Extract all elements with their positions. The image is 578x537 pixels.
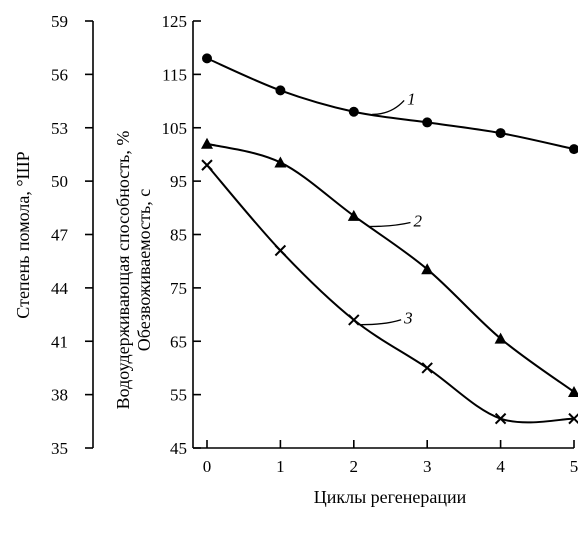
- main-y-tick-label: 125: [162, 12, 188, 31]
- outer-y-tick-label: 47: [51, 226, 69, 245]
- x-tick-label: 5: [570, 457, 578, 476]
- axis-titles: Степень помола, °ШР Водоудерживающая спо…: [13, 131, 467, 507]
- main-y-tick-label: 105: [162, 119, 188, 138]
- main-y-tick-label: 85: [170, 226, 187, 245]
- outer-y-tick-label: 44: [51, 279, 69, 298]
- main-y-axis-title-line: Обезвоживаемость, с: [134, 189, 154, 351]
- outer-y-tick-label: 35: [51, 439, 68, 458]
- main-y-tick-label: 75: [170, 279, 187, 298]
- series-2: 2: [201, 137, 578, 397]
- data-point-cross: [421, 362, 433, 374]
- data-point-triangle: [421, 263, 434, 275]
- series-2-leader: [368, 221, 411, 228]
- main-y-tick-label: 55: [170, 386, 187, 405]
- main-y-tick-label: 115: [162, 65, 187, 84]
- x-tick-label: 1: [276, 457, 285, 476]
- data-point-cross: [201, 159, 213, 171]
- series-1-line: [206, 57, 575, 151]
- x-tick-label: 3: [423, 457, 432, 476]
- series-3: 3: [201, 159, 578, 425]
- data-point-circle: [495, 128, 506, 139]
- main-y-axis-title: Водоудерживающая способность, %Обезвожив…: [113, 131, 154, 410]
- outer-y-tick-label: 56: [51, 65, 68, 84]
- series-3-label: 3: [403, 309, 413, 328]
- x-tick-label: 0: [203, 457, 212, 476]
- data-point-circle: [202, 53, 212, 64]
- outer-y-tick-label: 38: [51, 386, 68, 405]
- outer-y-tick-label: 50: [51, 172, 68, 191]
- main-y-axis-title-line: Водоудерживающая способность, %: [113, 131, 133, 410]
- x-axis-title: Циклы регенерации: [314, 487, 467, 507]
- data-point-cross: [274, 244, 287, 257]
- data-point-cross: [568, 412, 578, 425]
- data-point-cross: [348, 314, 360, 326]
- outer-y-tick-label: 53: [51, 119, 68, 138]
- series-1-leader: [372, 99, 405, 116]
- series-3-line: [206, 164, 575, 424]
- data-point-triangle: [274, 156, 287, 168]
- data-point-circle: [422, 117, 433, 128]
- data-point-circle: [569, 144, 578, 155]
- axes: 3538414447505356594555657585951051151250…: [51, 12, 578, 476]
- series: 1 2 3: [201, 53, 578, 425]
- data-point-triangle: [568, 385, 578, 397]
- series-2-label: 2: [413, 211, 422, 230]
- series-3-leader: [361, 319, 402, 326]
- series-2-line: [206, 142, 575, 393]
- data-point-triangle: [494, 332, 507, 344]
- series-1: 1: [202, 53, 578, 155]
- x-tick-label: 4: [496, 457, 505, 476]
- data-point-circle: [348, 106, 359, 117]
- main-y-tick-label: 45: [170, 439, 187, 458]
- data-point-cross: [494, 412, 507, 425]
- series-1-label: 1: [407, 89, 416, 108]
- data-point-circle: [275, 85, 286, 96]
- data-point-triangle: [201, 137, 213, 149]
- main-y-tick-label: 95: [170, 172, 187, 191]
- outer-y-axis-title: Степень помола, °ШР: [13, 151, 33, 318]
- outer-y-tick-label: 41: [51, 332, 68, 351]
- data-point-triangle: [347, 209, 360, 221]
- outer-y-tick-label: 59: [51, 12, 68, 31]
- main-y-tick-label: 65: [170, 332, 187, 351]
- x-tick-label: 2: [350, 457, 359, 476]
